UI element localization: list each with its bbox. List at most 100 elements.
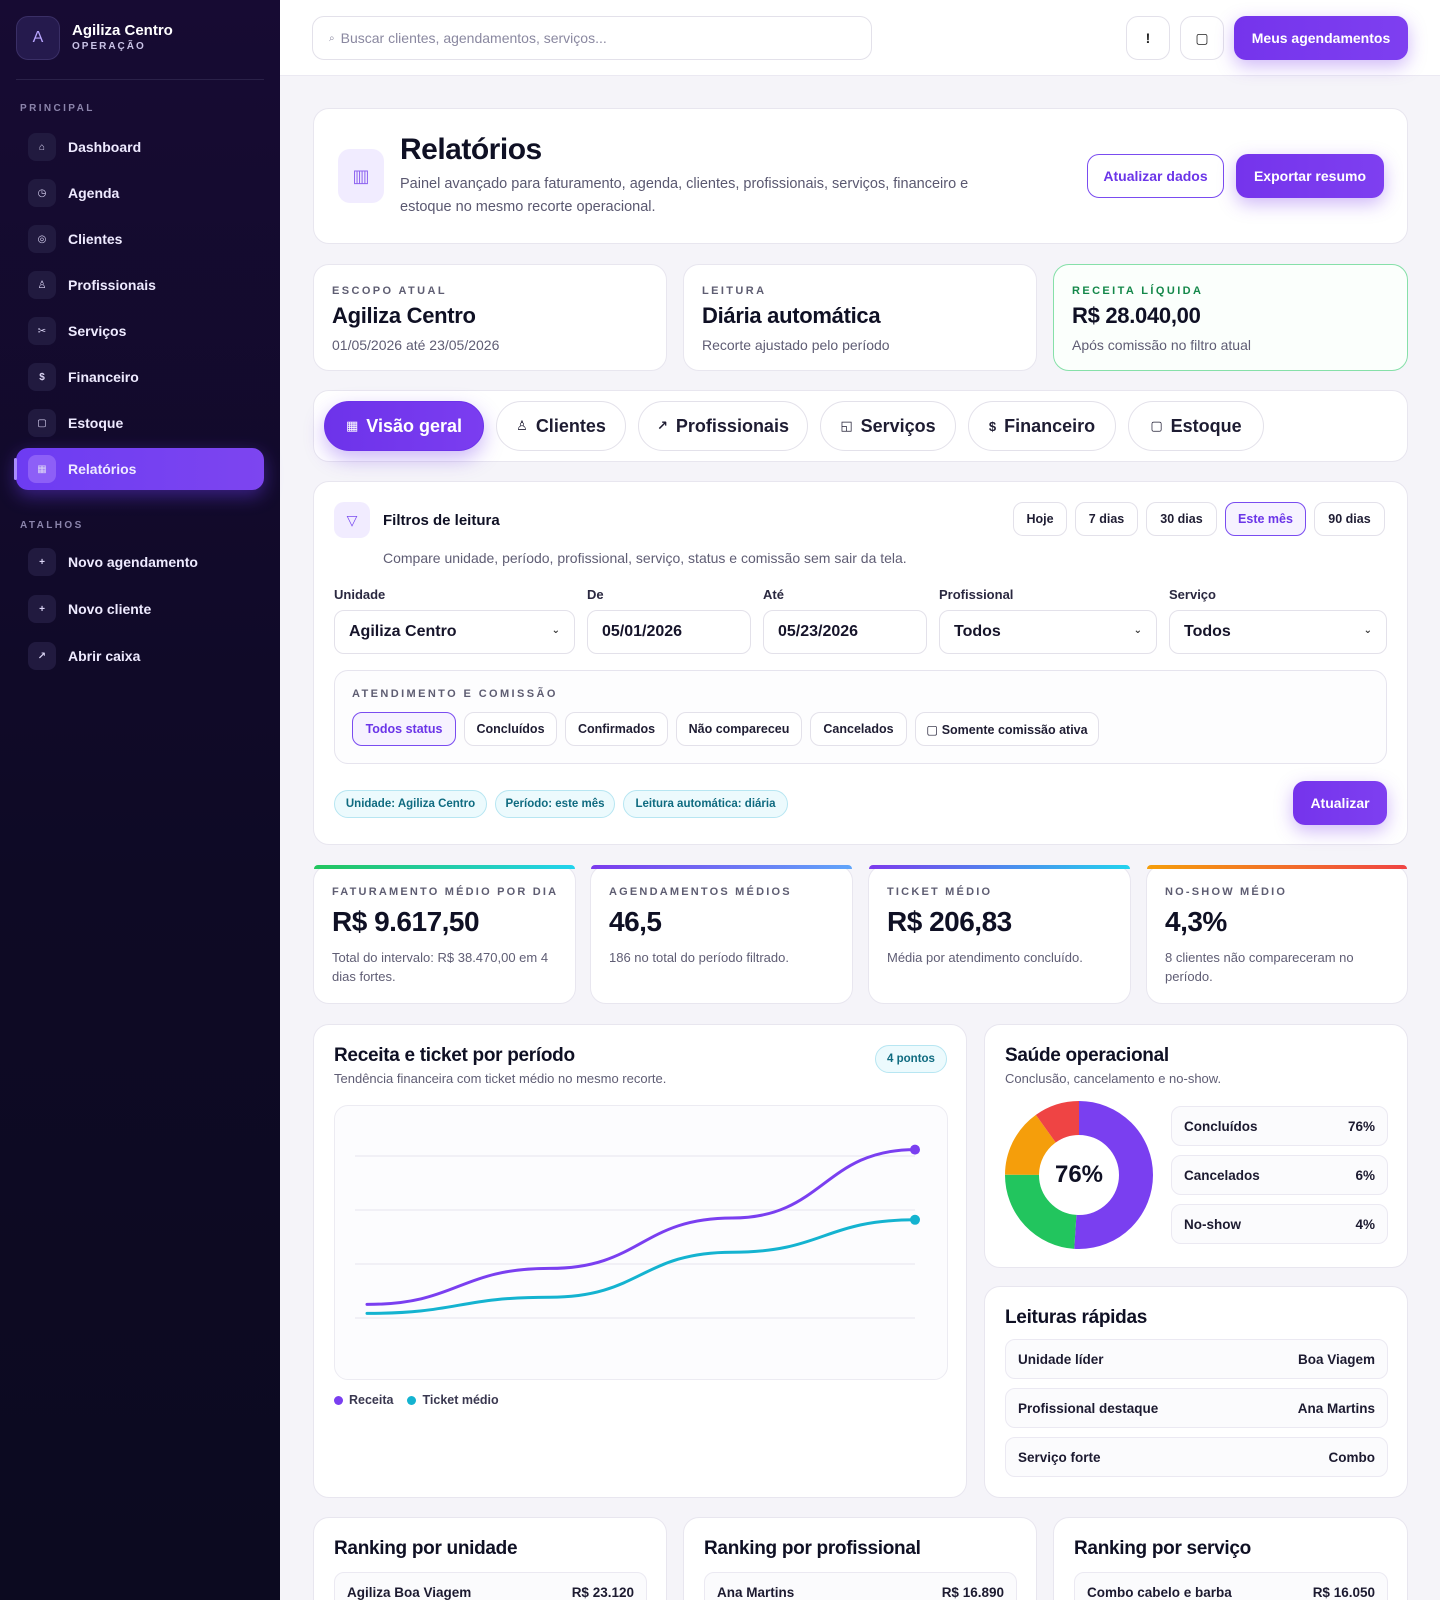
tab-servicos[interactable]: ◱ Serviços xyxy=(820,401,956,451)
square-icon: ▢ xyxy=(1195,29,1209,46)
ranking-title: Ranking por unidade xyxy=(334,1538,518,1559)
ranking-row: Combo cabelo e barba R$ 16.050 xyxy=(1074,1572,1388,1600)
status-todos[interactable]: Todos status xyxy=(352,712,456,746)
health-donut-chart xyxy=(1005,1101,1153,1249)
health-title: Saúde operacional xyxy=(1005,1045,1169,1066)
tab-financeiro[interactable]: $ Financeiro xyxy=(968,401,1116,451)
unit-value: Agiliza Centro xyxy=(349,623,457,640)
sidebar-item-clientes[interactable]: ◎ Clientes xyxy=(16,218,264,260)
shortcut-label: Novo cliente xyxy=(68,601,152,617)
to-date-value: 05/23/2026 xyxy=(778,623,859,640)
health-row-label: Concluídos xyxy=(1184,1118,1258,1134)
commission-only-checkbox[interactable]: ▢ Somente comissão ativa xyxy=(915,712,1099,746)
filter-icon: ▽ xyxy=(334,502,370,538)
tab-clientes[interactable]: ♙ Clientes xyxy=(496,401,626,451)
metric-avg-appointments: AGENDAMENTOS MÉDIOS 46,5 186 no total do… xyxy=(590,865,853,1004)
export-summary-button[interactable]: Exportar resumo xyxy=(1236,154,1384,198)
period-7-dias[interactable]: 7 dias xyxy=(1075,502,1138,536)
update-button[interactable]: Atualizar xyxy=(1293,781,1387,825)
brand[interactable]: A Agiliza Centro OPERAÇÃO xyxy=(16,16,173,60)
sidebar-item-profissionais[interactable]: ♙ Profissionais xyxy=(16,264,264,306)
search-input[interactable]: ⌕ Buscar clientes, agendamentos, serviço… xyxy=(312,16,872,60)
sidebar-item-dashboard[interactable]: ⌂ Dashboard xyxy=(16,126,264,168)
report-tabs: ▦ Visão geral ♙ Clientes ↗ Profissionais ◱ S… xyxy=(313,390,1408,462)
revenue-chart-card: Receita e ticket por período Tendência f… xyxy=(313,1024,967,1498)
sidebar-item-financeiro[interactable]: $ Financeiro xyxy=(16,356,264,398)
unit-select[interactable]: Agiliza Centro ⌄ xyxy=(334,610,575,654)
ranking-row-label: Agiliza Boa Viagem xyxy=(347,1584,472,1600)
tab-label: Clientes xyxy=(535,415,606,436)
reading-card: LEITURA Diária automática Recorte ajusta… xyxy=(683,264,1037,371)
page-header: ▥ Relatórios Painel avançado para fatura… xyxy=(313,108,1408,244)
scope-label: ESCOPO ATUAL xyxy=(332,285,447,297)
from-date-value: 05/01/2026 xyxy=(602,623,683,640)
status-nao-compareceu[interactable]: Não compareceu xyxy=(676,712,802,746)
refresh-data-button[interactable]: Atualizar dados xyxy=(1087,154,1224,198)
metric-accent xyxy=(314,865,575,869)
sidebar-item-label: Estoque xyxy=(68,415,124,431)
sidebar-item-relatorios[interactable]: ▦ Relatórios xyxy=(14,448,264,490)
period-hoje[interactable]: Hoje xyxy=(1013,502,1067,536)
ranking-title: Ranking por serviço xyxy=(1074,1538,1251,1559)
status-confirmados[interactable]: Confirmados xyxy=(565,712,668,746)
legend-ticket: Ticket médio xyxy=(422,1393,499,1407)
sidebar-item-label: Serviços xyxy=(68,323,127,339)
sidebar-item-label: Agenda xyxy=(68,185,120,201)
square-button[interactable]: ▢ xyxy=(1180,16,1224,60)
status-title: ATENDIMENTO E COMISSÃO xyxy=(352,688,558,700)
to-date-input[interactable]: 05/23/2026 xyxy=(763,610,927,654)
tab-label: Financeiro xyxy=(1004,415,1096,436)
tag-reading: Leitura automática: diária xyxy=(623,790,788,818)
shortcut-new-client[interactable]: + Novo cliente xyxy=(16,588,264,630)
service-select[interactable]: Todos ⌄ xyxy=(1169,610,1387,654)
filters-title: Filtros de leitura xyxy=(383,512,500,529)
metric-avg-ticket: TICKET MÉDIO R$ 206,83 Média por atendim… xyxy=(868,865,1131,1004)
sidebar-item-servicos[interactable]: ✂ Serviços xyxy=(16,310,264,352)
quick-row-label: Unidade líder xyxy=(1018,1351,1104,1367)
professional-select[interactable]: Todos ⌄ xyxy=(939,610,1157,654)
quick-row-unit: Unidade líder Boa Viagem xyxy=(1005,1339,1388,1379)
series-line-0 xyxy=(365,1148,917,1306)
unit-label: Unidade xyxy=(334,587,386,602)
health-row-value: 6% xyxy=(1355,1167,1375,1183)
ranking-row-label: Ana Martins xyxy=(717,1584,795,1600)
sidebar-item-agenda[interactable]: ◷ Agenda xyxy=(16,172,264,214)
health-row-value: 76% xyxy=(1347,1118,1375,1134)
from-label: De xyxy=(587,587,604,602)
status-concluidos[interactable]: Concluídos xyxy=(464,712,557,746)
sidebar-item-estoque[interactable]: ▢ Estoque xyxy=(16,402,264,444)
tag-period: Período: este mês xyxy=(495,790,615,818)
tab-label: Estoque xyxy=(1170,415,1242,436)
professional-value: Todos xyxy=(954,623,1001,640)
filters-description: Compare unidade, período, profissional, … xyxy=(383,550,907,566)
from-date-input[interactable]: 05/01/2026 xyxy=(587,610,751,654)
shortcut-open-cashier[interactable]: ↗ Abrir caixa xyxy=(16,635,264,677)
shortcut-label: Abrir caixa xyxy=(68,648,141,664)
status-commission-box: ATENDIMENTO E COMISSÃO Todos status Conc… xyxy=(334,670,1387,764)
tab-profissionais[interactable]: ↗ Profissionais xyxy=(638,401,808,451)
scope-value: Agiliza Centro xyxy=(332,303,476,328)
tab-label: Visão geral xyxy=(366,415,463,436)
shortcut-new-appointment[interactable]: + Novo agendamento xyxy=(16,541,264,583)
quick-row-professional: Profissional destaque Ana Martins xyxy=(1005,1388,1388,1428)
tab-estoque[interactable]: ▢ Estoque xyxy=(1128,401,1264,451)
ranking-service-card: Ranking por serviço Combo cabelo e barba… xyxy=(1053,1517,1408,1600)
status-cancelados[interactable]: Cancelados xyxy=(810,712,907,746)
health-subtitle: Conclusão, cancelamento e no-show. xyxy=(1005,1071,1222,1086)
alerts-button[interactable]: ! xyxy=(1126,16,1170,60)
period-este-mes[interactable]: Este mês xyxy=(1225,502,1306,536)
quick-row-label: Serviço forte xyxy=(1018,1449,1101,1465)
period-90-dias[interactable]: 90 dias xyxy=(1314,502,1385,536)
health-row-cancelados: Cancelados 6% xyxy=(1171,1155,1388,1195)
my-appointments-button[interactable]: Meus agendamentos xyxy=(1234,16,1408,60)
sidebar: A Agiliza Centro OPERAÇÃO PRINCIPAL ⌂ Das… xyxy=(0,0,280,1600)
quick-row-value: Combo xyxy=(1328,1449,1376,1465)
tab-visao-geral[interactable]: ▦ Visão geral xyxy=(324,401,484,451)
scissors-icon: ✂ xyxy=(28,317,56,345)
page-title: Relatórios xyxy=(400,133,542,166)
series-end-point-0 xyxy=(910,1144,920,1155)
tab-label: Profissionais xyxy=(675,415,789,436)
health-row-value: 4% xyxy=(1355,1216,1375,1232)
quick-row-label: Profissional destaque xyxy=(1018,1400,1159,1416)
period-30-dias[interactable]: 30 dias xyxy=(1146,502,1217,536)
